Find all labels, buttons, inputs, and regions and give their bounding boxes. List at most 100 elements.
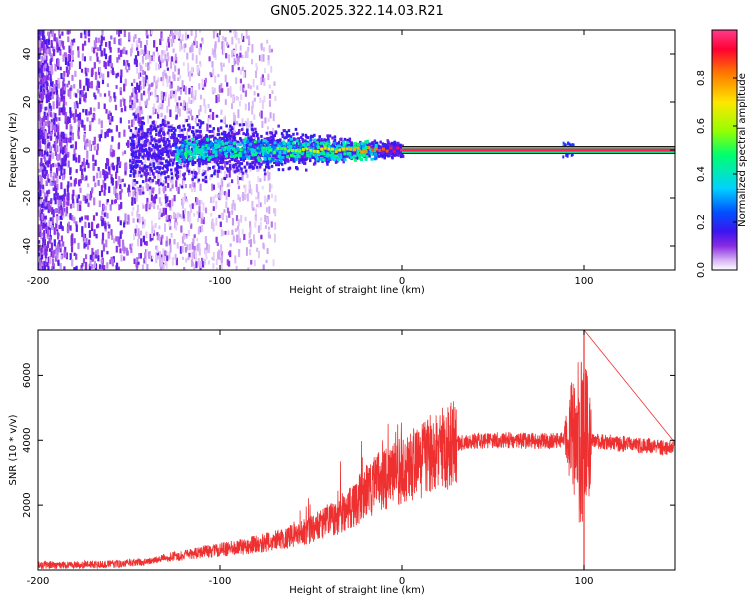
- spectrogram-cell: [165, 251, 168, 256]
- spectrogram-cell: [211, 86, 214, 93]
- spectrogram-cell: [44, 157, 47, 162]
- spectrogram-cell: [47, 154, 50, 162]
- spectrogram-cell: [224, 160, 227, 169]
- spectrogram-cell: [48, 142, 51, 147]
- spectrogram-cell: [161, 122, 165, 126]
- spectrogram-cell: [126, 69, 129, 73]
- spectrogram-cell: [49, 96, 52, 100]
- spectrogram-cell: [249, 221, 252, 229]
- spectrogram-cell: [268, 172, 271, 180]
- spectrogram-cell: [251, 44, 254, 53]
- spectrogram-cell: [233, 170, 237, 174]
- spectrogram-cell: [134, 171, 137, 175]
- spectrogram-cell: [289, 135, 293, 139]
- spectrogram-cell: [111, 115, 114, 122]
- spectrogram-cell: [161, 58, 164, 63]
- spectrogram-cell: [256, 66, 258, 71]
- spectrogram-cell: [168, 94, 171, 98]
- spectrogram-cell: [131, 179, 134, 188]
- spectrogram-cell: [155, 144, 159, 147]
- spectrogram-cell: [122, 97, 125, 102]
- spectrogram-cell: [98, 67, 102, 73]
- spectrogram-cell: [142, 81, 145, 89]
- spectrogram-cell: [325, 160, 329, 164]
- spectrogram-cell: [84, 32, 87, 39]
- spectrogram-cell: [227, 135, 230, 139]
- spectrogram-cell: [311, 135, 315, 138]
- spectrogram-cell: [152, 171, 155, 175]
- spectrogram-cell: [175, 257, 178, 266]
- spectrogram-cell: [312, 162, 316, 166]
- spectrogram-cell: [162, 92, 165, 98]
- spectrogram-cell: [284, 156, 287, 160]
- spectrogram-cell: [212, 150, 216, 154]
- spectrogram-cell: [244, 169, 248, 173]
- spectrogram-cell: [219, 190, 222, 200]
- spectrogram-cell: [60, 164, 63, 170]
- spectrogram-cell: [146, 157, 150, 161]
- spectrogram-cell: [68, 62, 71, 70]
- spectrogram-cell: [264, 172, 267, 176]
- spectrogram-cell: [235, 215, 239, 222]
- spectrogram-cell: [202, 202, 205, 211]
- spectrogram-cell: [61, 41, 65, 48]
- spectrogram-cell: [170, 136, 173, 140]
- spectrogram-cell: [190, 147, 194, 151]
- spectrogram-cell: [70, 42, 73, 49]
- spectrogram-cell: [161, 183, 165, 187]
- spectrogram-cell: [333, 154, 337, 158]
- spectrogram-cell: [73, 116, 76, 123]
- spectrogram-cell: [136, 98, 139, 103]
- spectrogram-cell: [285, 130, 289, 134]
- spectrogram-cell: [58, 30, 61, 36]
- spectrogram-cell: [134, 263, 138, 267]
- spectrogram-cell: [187, 144, 191, 148]
- spectrogram-cell: [136, 257, 139, 263]
- spectrogram-cell: [60, 169, 63, 176]
- spectrogram-cell: [135, 92, 138, 100]
- spectrogram-cell: [47, 95, 50, 103]
- spectrogram-cell: [158, 167, 161, 171]
- spectrogram-cell: [77, 50, 80, 58]
- spectrogram-cell: [97, 88, 100, 94]
- spectrogram-cell: [143, 171, 147, 175]
- spectrogram-cell: [152, 196, 155, 203]
- spectrogram-cell: [197, 141, 201, 145]
- spectrogram-cell: [253, 97, 256, 102]
- spectrogram-cell: [235, 169, 238, 173]
- spectrogram-cell: [65, 206, 69, 214]
- spectrogram-cell: [123, 46, 126, 55]
- spectrogram-cell: [257, 139, 261, 143]
- spectrogram-cell: [170, 168, 173, 172]
- spectrogram-cell: [70, 182, 73, 187]
- spectrogram-cell: [64, 111, 68, 116]
- spectrogram-cell: [206, 123, 209, 132]
- spectrogram-cell: [157, 171, 160, 175]
- spectrogram-cell: [240, 215, 243, 223]
- spectrogram-cell: [191, 159, 194, 163]
- spectrogram-cell: [191, 188, 193, 192]
- spectrogram-cell: [176, 164, 179, 168]
- spectrogram-cell: [223, 115, 226, 124]
- spectrogram-cell: [229, 243, 232, 247]
- spectrogram-cell: [266, 197, 269, 202]
- spectrogram-cell: [164, 196, 168, 205]
- spectrogram-cell: [197, 160, 200, 170]
- spectrogram-cell: [146, 132, 149, 138]
- spectrogram-cell: [186, 244, 189, 251]
- spectrogram-cell: [44, 204, 47, 209]
- spectrogram-cell: [79, 164, 82, 172]
- spectrogram-cell: [228, 58, 231, 63]
- spectrogram-cell: [119, 30, 122, 34]
- spectrogram-cell: [262, 264, 265, 270]
- spectrogram-cell: [64, 162, 67, 167]
- spectrogram-cell: [276, 141, 280, 145]
- spectrogram-cell: [169, 84, 172, 89]
- spectrogram-cell: [107, 233, 110, 239]
- spectrogram-cell: [228, 260, 231, 267]
- spectrogram-cell: [178, 146, 181, 150]
- spectrogram-cell: [150, 194, 153, 201]
- spectrogram-cell: [121, 178, 124, 182]
- spectrogram-cell: [107, 60, 110, 67]
- spectrogram-cell: [108, 186, 111, 193]
